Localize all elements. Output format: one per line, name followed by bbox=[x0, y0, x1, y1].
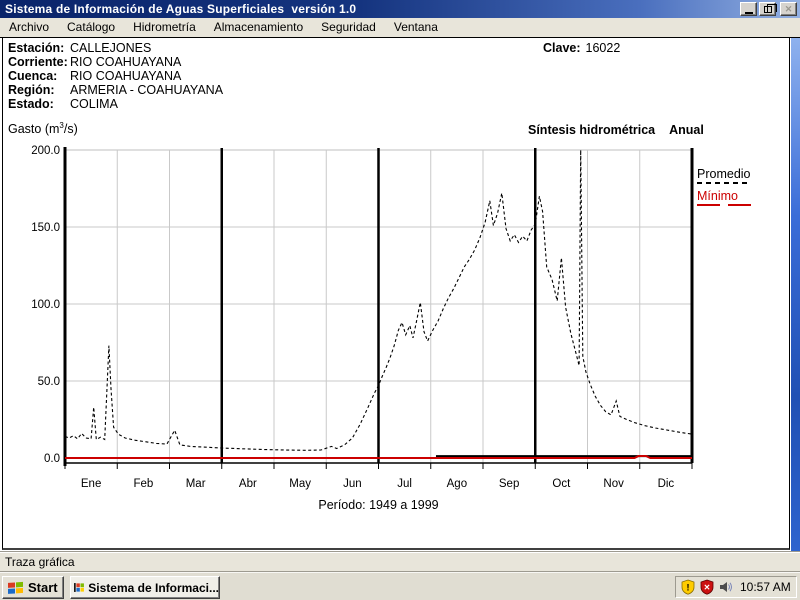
security-alert-shield-icon[interactable]: ! bbox=[680, 579, 696, 595]
field-label: Región: bbox=[8, 83, 55, 97]
field-label: Corriente: bbox=[8, 55, 68, 69]
task-label: Sistema de Informaci... bbox=[88, 580, 219, 595]
field-label: Estación: bbox=[8, 41, 65, 55]
menu-bar: Archivo Catálogo Hidrometría Almacenamie… bbox=[0, 18, 800, 38]
station-basin: RIO COAHUAYANA bbox=[70, 69, 182, 83]
windows-flag-icon bbox=[8, 581, 23, 594]
status-bar: Traza gráfica bbox=[0, 551, 800, 572]
clock: 10:57 AM bbox=[740, 580, 791, 594]
menu-catalogo[interactable]: Catálogo bbox=[67, 20, 116, 34]
station-name: CALLEJONES bbox=[70, 41, 152, 55]
menu-ventana[interactable]: Ventana bbox=[393, 20, 438, 34]
window-right-border bbox=[791, 37, 800, 551]
taskbar: Start Sistema de Informaci... ! ✕ bbox=[0, 572, 800, 600]
status-text: Traza gráfica bbox=[5, 555, 75, 569]
menu-archivo[interactable]: Archivo bbox=[9, 20, 50, 34]
menu-hidrometria[interactable]: Hidrometría bbox=[133, 20, 196, 34]
clave-value: 16022 bbox=[585, 41, 621, 55]
svg-text:✕: ✕ bbox=[704, 583, 711, 592]
restore-button[interactable] bbox=[759, 2, 777, 16]
chart-subtitle: Anual bbox=[669, 123, 704, 137]
station-state: COLIMA bbox=[70, 97, 118, 111]
app-client-area bbox=[2, 38, 790, 550]
chart-legend: Promedio Mínimo bbox=[697, 167, 751, 211]
chart-title: Síntesis hidrométrica Anual bbox=[528, 123, 704, 137]
minimo-line-sample bbox=[697, 203, 751, 206]
system-tray: ! ✕ 10:57 AM bbox=[675, 576, 797, 598]
field-label: Cuenca: bbox=[8, 69, 58, 83]
station-region: ARMERIA - COAHUAYANA bbox=[70, 83, 224, 97]
clave-label: Clave: bbox=[543, 41, 581, 55]
restore-icon bbox=[763, 3, 777, 13]
volume-icon[interactable] bbox=[718, 579, 734, 595]
legend-promedio: Promedio bbox=[697, 167, 751, 184]
y-axis-title: Gasto (m3/s) bbox=[8, 121, 78, 137]
close-button[interactable]: ✕ bbox=[780, 2, 797, 16]
svg-text:!: ! bbox=[687, 583, 690, 593]
promedio-line-sample bbox=[697, 182, 751, 184]
window-title: Sistema de Información de Aguas Superfic… bbox=[5, 2, 357, 16]
window-titlebar: Sistema de Información de Aguas Superfic… bbox=[0, 0, 800, 18]
menu-seguridad[interactable]: Seguridad bbox=[321, 20, 376, 34]
station-key: Clave: 16022 bbox=[543, 41, 620, 55]
minimize-button[interactable] bbox=[740, 2, 757, 16]
taskbar-task-sias[interactable]: Sistema de Informaci... bbox=[70, 576, 220, 599]
minimize-icon bbox=[744, 11, 753, 14]
legend-minimo: Mínimo bbox=[697, 189, 751, 206]
close-icon: ✕ bbox=[784, 3, 793, 14]
menu-almacenamiento[interactable]: Almacenamiento bbox=[213, 20, 304, 34]
security-error-shield-icon[interactable]: ✕ bbox=[699, 579, 715, 595]
field-label: Estado: bbox=[8, 97, 54, 111]
station-info: Estación: CALLEJONES Corriente: RIO COAHUA… bbox=[8, 41, 223, 111]
start-button[interactable]: Start bbox=[2, 576, 64, 599]
sias-app-icon bbox=[74, 583, 84, 592]
station-stream: RIO COAHUAYANA bbox=[70, 55, 182, 69]
start-label: Start bbox=[28, 580, 58, 595]
